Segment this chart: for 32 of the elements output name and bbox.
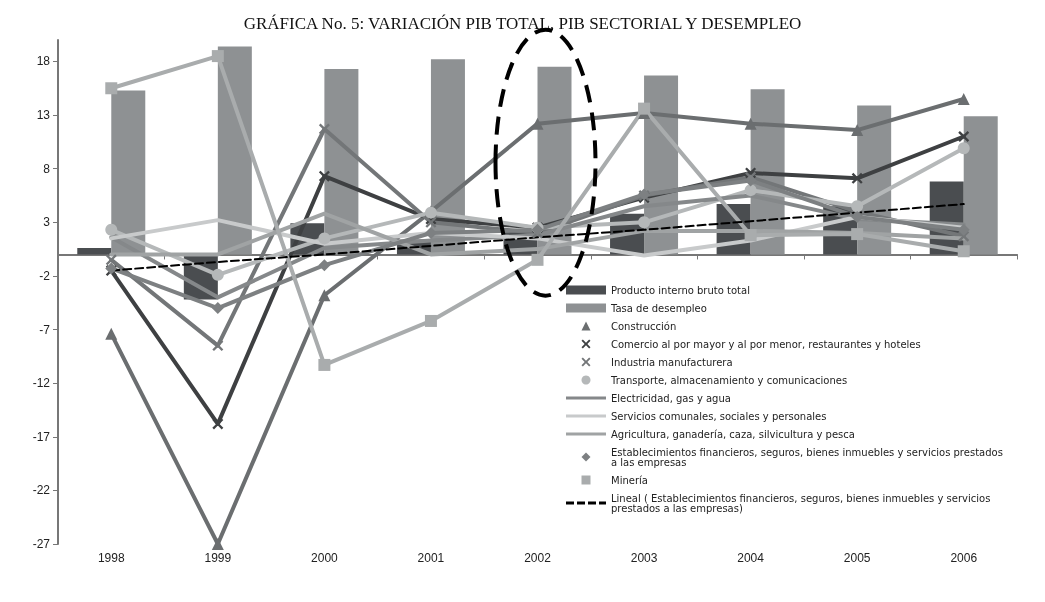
x-tick-label: 2006	[950, 551, 978, 565]
legend-label: Transporte, almacenamiento y comunicaciones	[610, 374, 848, 386]
x-tick-label: 2003	[630, 551, 658, 565]
x-tick-label: 2005	[843, 551, 871, 565]
y-tick-label: -7	[39, 322, 51, 337]
x-tick-label: 2002	[524, 551, 552, 565]
legend-label: Comercio al por mayor y al por menor, restaurantes y hoteles	[611, 338, 921, 350]
legend-label: Producto interno bruto total	[611, 284, 750, 296]
legend-label: Lineal ( Establecimientos financieros, seguros, bienes inmuebles y servicios prestados a las empresas)	[611, 492, 994, 514]
legend-label: Agricultura, ganadería, caza, silvicultura y pesca	[611, 428, 855, 440]
y-tick-label: -2	[39, 268, 51, 283]
legend-label: Tasa de desempleo	[610, 302, 707, 314]
x-tick-label: 2004	[737, 551, 765, 565]
legend-label: Establecimientos financieros, seguros, bienes inmuebles y servicios prestados a las empresas	[611, 446, 1007, 468]
x-tick-label: 1999	[204, 551, 232, 565]
y-tick-label: -27	[32, 537, 51, 551]
chart-title: GRÁFICA No. 5: VARIACIÓN PIB TOTAL, PIB SECTORIAL Y DESEMPLEO	[243, 14, 802, 33]
legend-label: Electricidad, gas y agua	[611, 392, 731, 404]
y-tick-label: -22	[32, 483, 51, 498]
x-tick-label: 2001	[417, 551, 445, 565]
y-tick-label: -17	[32, 429, 51, 444]
y-tick-label: -12	[32, 376, 51, 391]
y-tick-label: 18	[36, 54, 51, 69]
x-tick-label: 1998	[97, 551, 125, 565]
x-tick-label: 2000	[311, 551, 339, 565]
y-tick-label: 3	[43, 215, 51, 230]
y-tick-label: 13	[36, 108, 51, 123]
legend-label: Minería	[611, 474, 648, 486]
legend-label: Industria manufacturera	[611, 356, 733, 368]
legend-label: Servicios comunales, sociales y personales	[611, 410, 827, 422]
legend-label: Construcción	[611, 320, 677, 332]
y-tick-label: 8	[43, 161, 51, 176]
